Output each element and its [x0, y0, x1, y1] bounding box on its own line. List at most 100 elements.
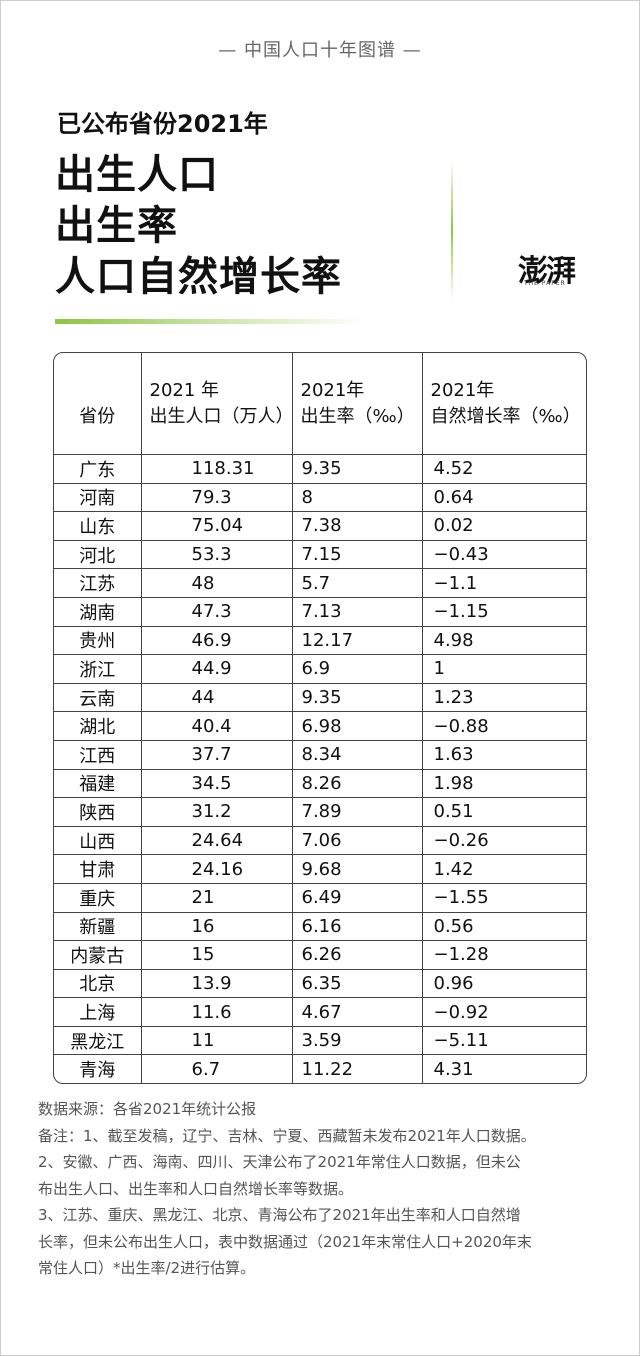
table-cell: 118.31: [141, 454, 293, 484]
table-cell: −1.55: [422, 883, 586, 913]
table-cell: 河南: [54, 483, 142, 513]
table-cell: 13.9: [141, 969, 293, 999]
table-row: 山东 75.04 7.38 0.02: [54, 511, 586, 541]
table-cell: 6.7: [141, 1054, 293, 1084]
divider: [451, 160, 453, 300]
table-cell: 7.38: [292, 511, 423, 541]
table-cell: 8.26: [292, 769, 423, 799]
table-cell: 黑龙江: [54, 1026, 142, 1056]
table-cell: 9.68: [292, 854, 423, 884]
table-row: 北京 13.9 6.35 0.96: [54, 969, 586, 999]
table-cell: 9.35: [292, 683, 423, 713]
title-line: 出生率: [55, 203, 178, 249]
table-cell: 重庆: [54, 883, 142, 913]
table-row: 广东 118.31 9.35 4.52: [54, 454, 586, 484]
table-cell: 浙江: [54, 654, 142, 684]
table-cell: 37.7: [141, 740, 293, 770]
table-cell: 江苏: [54, 568, 142, 598]
note-line: 2、安徽、广西、海南、四川、天津公布了2021年常住人口数据，但未公: [38, 1153, 521, 1171]
table-row: 重庆 21 6.49 −1.55: [54, 883, 586, 913]
table-row: 浙江 44.9 6.9 1: [54, 654, 586, 684]
table-row: 内蒙古 15 6.26 −1.28: [54, 940, 586, 970]
table-cell: 44.9: [141, 654, 293, 684]
title-line: 出生人口: [55, 152, 219, 198]
header-text: 出生率（‰）: [300, 405, 415, 427]
table-row: 上海 11.6 4.67 −0.92: [54, 997, 586, 1027]
table-cell: 12.17: [292, 626, 423, 656]
table-cell: 1.98: [422, 769, 586, 799]
table-cell: 53.3: [141, 540, 293, 570]
table-row: 新疆 16 6.16 0.56: [54, 912, 586, 942]
table-cell: 15: [141, 940, 293, 970]
table-cell: 0.02: [422, 511, 586, 541]
table-cell: 6.98: [292, 711, 423, 741]
table-cell: 4.98: [422, 626, 586, 656]
header-text: 2021年: [430, 379, 495, 401]
header-text: 省份: [79, 405, 116, 427]
table-row: 河北 53.3 7.15 −0.43: [54, 540, 586, 570]
table-cell: 0.64: [422, 483, 586, 513]
header-cell: 2021年出生率（‰）: [292, 353, 423, 455]
table-cell: 6.49: [292, 883, 423, 913]
table-row: 青海 6.7 11.22 4.31: [54, 1054, 586, 1084]
table-cell: −1.28: [422, 940, 586, 970]
table-cell: −0.88: [422, 711, 586, 741]
table-cell: 44: [141, 683, 293, 713]
table-cell: −0.26: [422, 826, 586, 856]
table-row: 贵州 46.9 12.17 4.98: [54, 626, 586, 656]
table-box: 省份 2021 年出生人口（万人） 2021年 出生率（‰） 2021年 自然增长率（‰）…: [53, 352, 587, 1085]
series-title: 中国人口十年图谱: [244, 40, 396, 61]
table-row: 河南 79.3 8 0.64: [54, 483, 586, 513]
subtitle: 已公布省份2021年: [57, 110, 268, 138]
note-line: 长率，但未公布出生人口，表中数据通过（2021年末常住人口+2020年末: [38, 1232, 532, 1251]
header-text: 2021 年: [149, 379, 220, 401]
table-cell: 3.59: [292, 1026, 423, 1056]
table-row: 云南 44 9.35 1.23: [54, 683, 586, 713]
table-cell: 24.64: [141, 826, 293, 856]
table-cell: 6.35: [292, 969, 423, 999]
table-cell: 34.5: [141, 769, 293, 799]
table-cell: 内蒙古: [54, 940, 142, 970]
table-cell: 6.9: [292, 654, 423, 684]
table-cell: 7.06: [292, 826, 423, 856]
title-line: 人口自然增长率: [55, 254, 342, 300]
table-cell: 江西: [54, 740, 142, 770]
table-cell: 北京: [54, 969, 142, 999]
table-cell: 甘肃: [54, 854, 142, 884]
table-cell: 8.34: [292, 740, 423, 770]
note-line: 数据来源：各省2021年统计公报: [38, 1100, 257, 1118]
table-cell: 山东: [54, 511, 142, 541]
table-row: 陕西 31.2 7.89 0.51: [54, 797, 586, 827]
header-text: 2021年: [300, 379, 365, 401]
table-cell: 11.6: [141, 997, 293, 1027]
divider: [55, 319, 365, 324]
header-text: 自然增长率（‰）: [430, 405, 581, 427]
series-header: — 中国人口十年图谱 —: [218, 40, 422, 61]
table-cell: 11: [141, 1026, 293, 1056]
table-cell: 湖北: [54, 711, 142, 741]
table-cell: 75.04: [141, 511, 293, 541]
table-cell: 贵州: [54, 626, 142, 656]
table-cell: 79.3: [141, 483, 293, 513]
table-cell: 7.15: [292, 540, 423, 570]
table-cell: 4.52: [422, 454, 586, 484]
table: 省份 2021 年出生人口（万人） 2021年 出生率（‰） 2021年 自然增长率（‰）…: [54, 353, 586, 1084]
note-line: 常住人口）*出生率/2进行估算。: [38, 1259, 256, 1277]
table-cell: 广东: [54, 454, 142, 484]
notes: 数据来源：各省2021年统计公报 备注：1、截至发稿，辽宁、吉林、宁夏、西藏暂未发…: [38, 1096, 618, 1282]
table-row: 江西 37.7 8.34 1.63: [54, 740, 586, 770]
table-cell: 0.56: [422, 912, 586, 942]
table-cell: 8: [292, 483, 423, 513]
table-cell: 0.96: [422, 969, 586, 999]
table-cell: 福建: [54, 769, 142, 799]
table-cell: 0.51: [422, 797, 586, 827]
table-cell: 1.23: [422, 683, 586, 713]
table-cell: 7.89: [292, 797, 423, 827]
table-cell: 云南: [54, 683, 142, 713]
header-cell: 省份: [54, 353, 142, 455]
table-row: 福建 34.5 8.26 1.98: [54, 769, 586, 799]
table-cell: 4.67: [292, 997, 423, 1027]
table-cell: 11.22: [292, 1054, 423, 1084]
table-row: 黑龙江 11 3.59 −5.11: [54, 1026, 586, 1056]
table-cell: 4.31: [433, 1058, 474, 1080]
